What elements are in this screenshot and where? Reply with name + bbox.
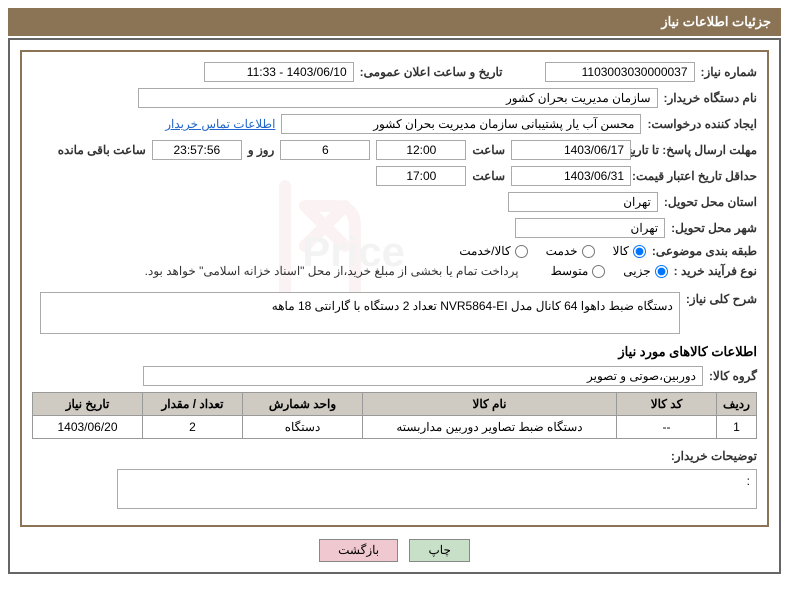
th-qty: تعداد / مقدار [143,393,243,416]
inner-frame: Price شماره نیاز: 1103003030000037 تاریخ… [20,50,769,527]
delivery-city-label: شهر محل تحویل: [671,221,757,235]
days-value-field: 6 [280,140,370,160]
category-kala-radio[interactable] [633,245,646,258]
process-medium-radio[interactable] [592,265,605,278]
cell-name: دستگاه ضبط تصاویر دوربین مداربسته [363,416,617,439]
process-partial[interactable]: جزیی [623,264,667,278]
buyer-org-label: نام دستگاه خریدار: [664,91,758,105]
page-title: جزئیات اطلاعات نیاز [661,14,771,29]
price-validity-label: حداقل تاریخ اعتبار قیمت: تا تاریخ: [637,169,757,183]
summary-label: شرح کلی نیاز: [686,292,757,306]
goods-info-title: اطلاعات کالاهای مورد نیاز [32,344,757,360]
back-button[interactable]: بازگشت [319,539,398,562]
process-partial-radio[interactable] [655,265,668,278]
category-kala-label: کالا [613,244,629,258]
price-validity-date: 1403/06/31 [511,166,631,186]
buyer-notes-label: توضیحات خریدار: [671,449,757,463]
reply-deadline-time: 12:00 [376,140,466,160]
th-name: نام کالا [363,393,617,416]
requester-label: ایجاد کننده درخواست: [647,117,757,131]
reply-deadline-date: 1403/06/17 [511,140,631,160]
requester-field: محسن آب یار پشتیبانی سازمان مدیریت بحران… [281,114,641,134]
category-kalakhedmat-label: کالا/خدمت [459,244,510,258]
category-kalakhedmat-radio[interactable] [515,245,528,258]
process-type-label: نوع فرآیند خرید : [674,264,757,278]
th-code: کد کالا [617,393,717,416]
summary-text: دستگاه ضبط داهوا 64 کانال مدل NVR5864-EI… [40,292,680,334]
category-label: طبقه بندی موضوعی: [652,244,757,258]
cell-unit: دستگاه [243,416,363,439]
category-khedmat-radio[interactable] [582,245,595,258]
category-radio-group: کالا خدمت کالا/خدمت [459,244,646,258]
goods-group-label: گروه کالا: [709,369,757,383]
category-kalakhedmat[interactable]: کالا/خدمت [459,244,527,258]
need-number-field: 1103003030000037 [545,62,695,82]
delivery-city-field: تهران [515,218,665,238]
price-validity-time: 17:00 [376,166,466,186]
delivery-province-label: استان محل تحویل: [664,195,757,209]
category-khedmat-label: خدمت [546,244,578,258]
outer-frame: Price شماره نیاز: 1103003030000037 تاریخ… [8,38,781,574]
remaining-label: ساعت باقی مانده [58,143,146,157]
table-header-row: ردیف کد کالا نام کالا واحد شمارش تعداد /… [33,393,757,416]
cell-date: 1403/06/20 [33,416,143,439]
process-medium-label: متوسط [551,264,589,278]
category-kala[interactable]: کالا [613,244,646,258]
th-date: تاریخ نیاز [33,393,143,416]
buyer-org-field: سازمان مدیریت بحران کشور [138,88,658,108]
need-number-label: شماره نیاز: [701,65,757,79]
form-content: شماره نیاز: 1103003030000037 تاریخ و ساع… [32,62,757,509]
goods-group-field: دوربین،صوتی و تصویر [143,366,703,386]
process-medium[interactable]: متوسط [551,264,606,278]
button-bar: چاپ بازگشت [20,539,769,562]
cell-row: 1 [717,416,757,439]
page-header: جزئیات اطلاعات نیاز [8,8,781,36]
cell-qty: 2 [143,416,243,439]
time-word-2: ساعت [472,169,505,183]
countdown-field: 23:57:56 [152,140,242,160]
time-word-1: ساعت [472,143,505,157]
buyer-contact-link[interactable]: اطلاعات تماس خریدار [165,117,275,131]
cell-code: -- [617,416,717,439]
category-khedmat[interactable]: خدمت [546,244,595,258]
buyer-notes-text: : [117,469,757,509]
process-radio-group: جزیی متوسط [551,264,668,278]
days-word: روز و [248,143,275,157]
table-row: 1 -- دستگاه ضبط تصاویر دوربین مداربسته د… [33,416,757,439]
delivery-province-field: تهران [508,192,658,212]
announce-datetime-label: تاریخ و ساعت اعلان عمومی: [360,65,503,79]
goods-table: ردیف کد کالا نام کالا واحد شمارش تعداد /… [32,392,757,439]
reply-deadline-label: مهلت ارسال پاسخ: تا تاریخ: [637,143,757,157]
print-button[interactable]: چاپ [409,539,469,562]
announce-datetime-field: 1403/06/10 - 11:33 [204,62,354,82]
payment-note: پرداخت تمام یا بخشی از مبلغ خرید،از محل … [145,264,519,278]
th-row: ردیف [717,393,757,416]
process-partial-label: جزیی [623,264,650,278]
th-unit: واحد شمارش [243,393,363,416]
